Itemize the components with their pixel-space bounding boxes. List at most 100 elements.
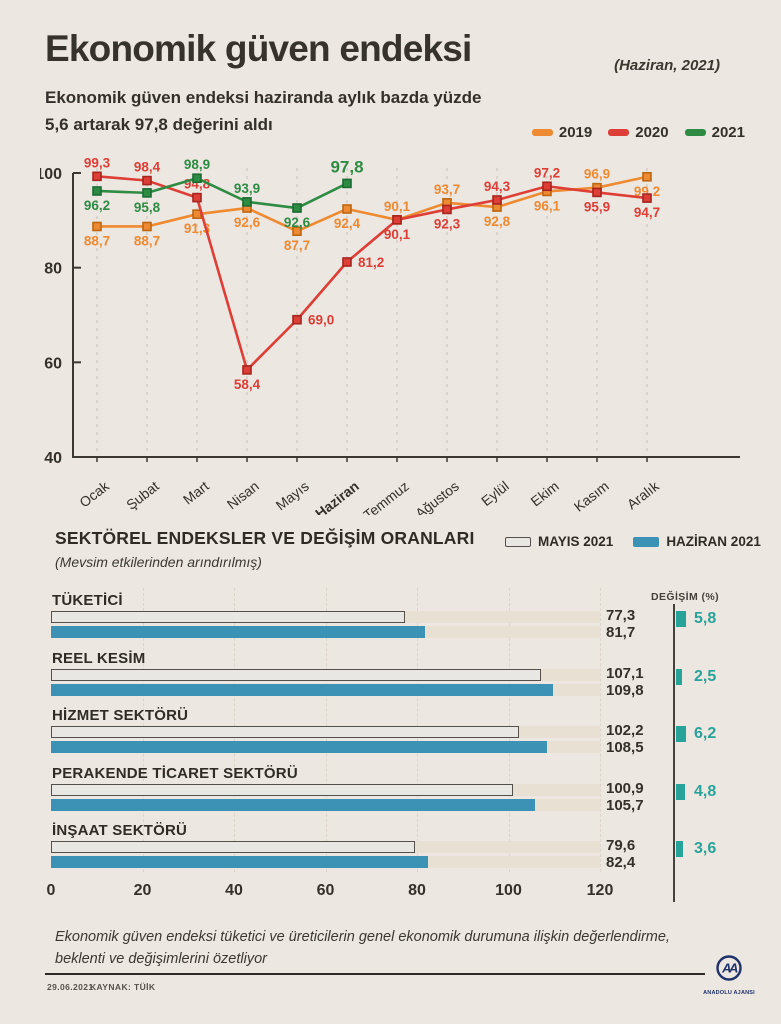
bar-track-mayis-0 — [51, 611, 600, 623]
bar-gridline-40 — [234, 588, 235, 872]
footnote: Ekonomik güven endeksi tüketici ve üreti… — [55, 926, 670, 970]
value-label-2020-Şubat: 98,4 — [134, 160, 161, 175]
marker-2020-Aralık — [642, 193, 652, 203]
bar-track-haziran-2 — [51, 741, 600, 753]
change-value-3: 4,8 — [694, 782, 717, 800]
bar-track-mayis-3 — [51, 783, 600, 796]
marker-2019-Şubat — [142, 221, 152, 232]
change-value-2: 6,2 — [694, 725, 717, 742]
bar-x-tick-60: 60 — [316, 882, 335, 899]
sector-label-2: HİZMET SEKTÖRÜ — [52, 707, 189, 724]
line-chart-legend: 2019 2020 2021 — [531, 124, 745, 141]
value-label-2021-Nisan: 93,9 — [234, 181, 260, 196]
value-label-2020-Aralık: 94,7 — [634, 205, 660, 220]
marker-2021-Mart — [192, 173, 202, 184]
agency-name: ANADOLU AJANSI — [703, 990, 755, 996]
sector-section-subtitle: (Mevsim etkilerinden arındırılmış) — [55, 554, 262, 570]
x-label-Mayıs: Mayıs — [273, 478, 312, 514]
value-label-2020-Eylül: 94,3 — [484, 179, 511, 194]
change-axis-line — [673, 604, 675, 902]
value-label-2020-Ekim: 97,2 — [534, 165, 560, 180]
value-label-2019-Şubat: 88,7 — [134, 233, 160, 248]
marker-2020-Şubat — [142, 175, 152, 186]
bar-haziran-0 — [51, 626, 425, 638]
value-label-2019-Mayıs: 87,7 — [284, 238, 310, 253]
value-label-2021-Mart: 98,9 — [184, 157, 210, 172]
bar-gridline-120 — [600, 588, 601, 872]
summary-text: Ekonomik güven endeksi haziranda aylık b… — [45, 84, 481, 138]
bar-value-mayis-3: 100,9 — [606, 779, 644, 797]
value-label-2020-Mayıs: 69,0 — [308, 313, 334, 328]
marker-2021-Şubat — [142, 188, 152, 198]
sector-label-3: PERAKENDE TİCARET SEKTÖRÜ — [52, 764, 298, 782]
legend-item-2020: 2020 — [608, 124, 669, 141]
legend-swatch-mayis — [505, 536, 531, 547]
marker-2021-Mayıs — [292, 203, 302, 213]
summary-line-1: Ekonomik güven endeksi haziranda aylık b… — [45, 88, 482, 107]
bar-x-tick-120: 120 — [586, 882, 614, 899]
line-2021 — [96, 176, 348, 210]
marker-2020-Mart — [192, 192, 202, 203]
bar-value-haziran-3: 105,7 — [606, 796, 644, 814]
sector-label-4: İNŞAAT SEKTÖRÜ — [52, 822, 188, 839]
marker-2019-Aralık — [642, 171, 652, 182]
legend-swatch-haziran — [633, 536, 660, 547]
change-value-4: 3,6 — [694, 840, 717, 857]
marker-2021-Nisan — [242, 197, 252, 207]
value-label-2019-Ağustos: 93,7 — [434, 182, 460, 197]
bar-value-haziran-2: 108,5 — [606, 739, 644, 756]
legend-item-2019: 2019 — [531, 124, 593, 141]
summary-line-2: 5,6 artarak 97,8 değerini aldı — [45, 115, 273, 134]
svg-text:AA: AA — [721, 961, 738, 976]
marker-2020-Mayıs — [292, 314, 302, 325]
change-marker-3 — [676, 783, 685, 800]
bar-value-haziran-0: 81,7 — [606, 624, 636, 641]
bar-x-tick-100: 100 — [495, 882, 522, 899]
value-label-2021-Mayıs: 92,6 — [284, 215, 311, 230]
bar-gridline-60 — [325, 588, 327, 872]
marker-2019-Haziran — [342, 204, 352, 214]
bar-gridline-20 — [142, 588, 144, 872]
value-label-2020-Temmuz: 90,1 — [384, 227, 411, 242]
bar-value-mayis-1: 107,1 — [606, 664, 644, 682]
change-marker-0 — [676, 611, 686, 627]
legend-item-haziran: HAZİRAN 2021 — [633, 534, 761, 549]
bar-track-mayis-4 — [51, 841, 600, 853]
x-label-Ekim: Ekim — [527, 478, 561, 510]
marker-2019-Ocak — [92, 221, 102, 232]
bar-value-mayis-4: 79,6 — [606, 837, 636, 854]
y-tick-label-40: 40 — [44, 450, 62, 467]
marker-2020-Haziran — [342, 257, 352, 267]
marker-2021-Haziran — [342, 178, 352, 189]
bar-gridline-100 — [508, 588, 510, 872]
marker-2020-Kasım — [592, 187, 602, 198]
value-label-2021-Ocak: 96,2 — [84, 198, 110, 213]
x-label-Kasım: Kasım — [571, 478, 612, 515]
bar-chart-legend: MAYIS 2021 HAZİRAN 2021 — [505, 534, 761, 549]
bar-mayis-3 — [51, 783, 513, 796]
value-label-2020-Nisan: 58,4 — [234, 377, 261, 392]
legend-label-2019: 2019 — [558, 124, 593, 141]
value-label-2019-Ocak: 88,7 — [84, 233, 110, 248]
bar-x-tick-0: 0 — [46, 882, 56, 899]
value-label-2020-Kasım: 95,9 — [584, 199, 610, 214]
report-period: (Haziran, 2021) — [614, 57, 720, 74]
y-tick-label-100: 100 — [40, 166, 62, 183]
footnote-line-1: Ekonomik güven endeksi tüketici ve üreti… — [55, 929, 670, 945]
value-label-2020-Ocak: 99,3 — [84, 155, 111, 170]
data-source: KAYNAK: TÜİK — [90, 982, 156, 992]
bar-track-haziran-1 — [51, 683, 600, 696]
bar-value-mayis-2: 102,2 — [606, 722, 644, 739]
value-label-2019-Ekim: 96,1 — [534, 198, 561, 213]
legend-swatch-2019 — [531, 129, 553, 136]
marker-2020-Eylül — [492, 195, 502, 205]
page-title: Ekonomik güven endeksi — [45, 28, 472, 69]
change-marker-2 — [676, 726, 687, 742]
value-label-2019-Haziran: 92,4 — [334, 216, 361, 231]
value-label-2019-Eylül: 92,8 — [484, 214, 511, 229]
agency-logo: AA ANADOLU AJANSI — [701, 954, 757, 996]
footer-divider — [45, 973, 705, 975]
bar-haziran-4 — [51, 856, 428, 868]
value-label-2020-Ağustos: 92,3 — [434, 216, 461, 231]
